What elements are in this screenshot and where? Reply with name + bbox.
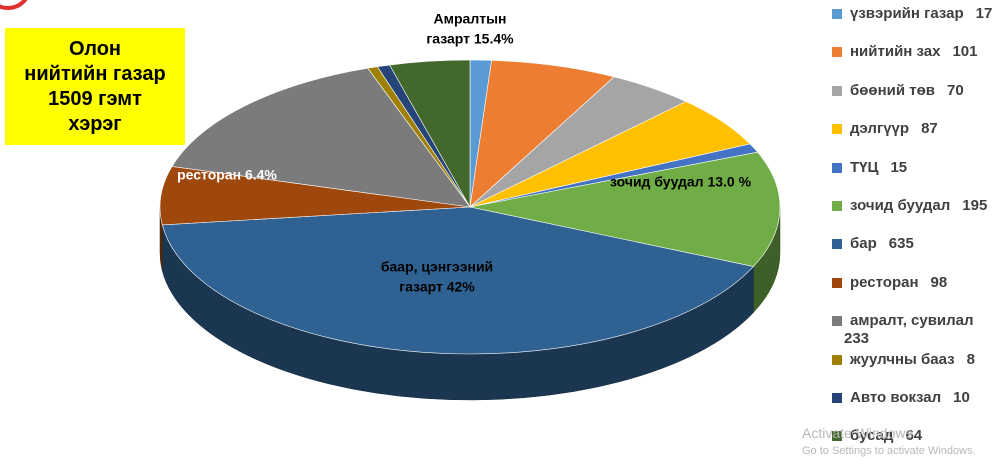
legend-swatch <box>832 201 842 211</box>
annotation: газарт 15.4% <box>426 31 514 47</box>
legend-swatch <box>832 277 842 288</box>
legend-value: 17 <box>975 5 993 22</box>
legend-swatch <box>832 431 842 442</box>
box-line: 1509 гэмт <box>48 87 142 110</box>
annotation: баар, цэнгээний <box>381 259 493 275</box>
legend-label: ресторан <box>850 273 919 291</box>
pie-tops <box>159 59 781 355</box>
legend-swatch <box>832 316 842 327</box>
legend-swatch <box>832 47 842 58</box>
legend-swatch <box>832 393 842 403</box>
slice <box>161 206 755 355</box>
legend: үзвэрийн газар 17 нийтийн зах 101 бөөний төв… <box>832 0 1004 458</box>
legend-label: Авто вокзал <box>850 389 942 406</box>
legend-value: 70 <box>947 81 964 99</box>
legend-item: жуулчны бааз 8 <box>832 351 997 369</box>
logo <box>0 0 28 10</box>
slice <box>469 151 781 267</box>
legend-label: амралт, сувилал <box>850 312 974 330</box>
annotation: Амралтын <box>434 11 507 27</box>
legend-label: үзвэрийн газар <box>850 5 964 22</box>
legend-value: 8 <box>966 350 975 368</box>
legend-item: үзвэрийн газар 17 <box>832 5 997 23</box>
legend-label: бар <box>850 235 877 253</box>
annotation: ресторан 6.4% <box>177 167 277 183</box>
watermark: Activate Windows <box>802 425 913 441</box>
box-line: хэрэг <box>68 112 122 135</box>
legend-value: 101 <box>952 43 978 61</box>
legend-item: Авто вокзал 10 <box>832 389 997 407</box>
legend-value: 64 <box>905 427 923 445</box>
legend-item: бөөний төв 70 <box>832 82 997 100</box>
legend-value: 87 <box>921 120 938 138</box>
legend-value: 635 <box>888 235 914 253</box>
legend-item: дэлгүүр 87 <box>832 120 997 138</box>
legend-swatch <box>832 9 842 19</box>
legend-label: бөөний төв <box>850 81 935 99</box>
annotation: зочид буудал 13.0 % <box>610 174 752 190</box>
box-line: Олон <box>68 37 122 60</box>
legend-label: дэлгүүр <box>850 120 910 138</box>
legend-item: амралт, сувилал 233 <box>832 312 997 348</box>
legend-swatch <box>832 85 842 96</box>
legend-swatch <box>832 239 842 250</box>
legend-label: жуулчны бааз <box>850 350 955 368</box>
watermark: Go to Settings to activate Windows. <box>802 445 976 457</box>
legend-swatch <box>832 162 842 173</box>
box-line: нийтийн газар <box>24 62 166 85</box>
title-box: Олон нийтийн газар 1509 гэмт хэрэг <box>5 28 185 145</box>
legend-value: 10 <box>953 389 970 406</box>
legend-item: бар 635 <box>832 235 997 253</box>
legend-item: нийтийн зах 101 <box>832 43 997 61</box>
legend-swatch <box>832 354 842 365</box>
legend-label: зочид буудал <box>850 197 951 214</box>
legend-item: ресторан 98 <box>832 274 997 292</box>
legend-label: бусад <box>850 427 894 445</box>
legend-value: 98 <box>930 273 948 291</box>
slice <box>159 166 471 226</box>
slice <box>171 67 471 208</box>
legend-swatch <box>832 124 842 135</box>
annotation: газарт 42% <box>399 279 475 295</box>
legend-item: ТҮЦ 15 <box>832 159 997 177</box>
legend-value: 233 <box>844 330 870 348</box>
legend-value: 195 <box>962 197 988 214</box>
legend-value: 15 <box>890 158 908 176</box>
legend-label: ТҮЦ <box>850 158 879 176</box>
legend-item: бусад 64 <box>832 427 997 445</box>
legend-item: зочид буудал 195 <box>832 197 997 215</box>
slice <box>469 60 615 208</box>
legend-label: нийтийн зах <box>850 43 941 61</box>
slice <box>389 59 471 209</box>
